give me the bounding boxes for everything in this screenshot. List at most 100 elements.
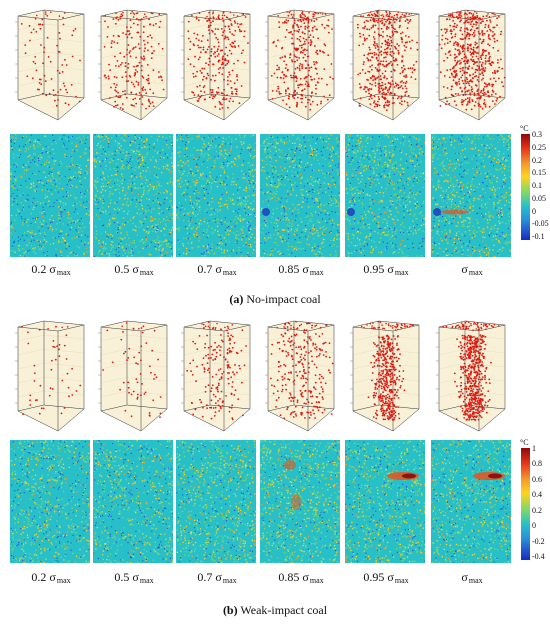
stress-subscript: max: [56, 268, 71, 277]
ae-event-cube: [433, 4, 513, 122]
ae-event-cube: [178, 315, 258, 433]
colorbar-tick-label: 0.3: [532, 130, 542, 139]
ae-events: [356, 10, 419, 111]
ae-events: [20, 11, 81, 107]
colorbar-tick-label: 0.1: [532, 181, 542, 190]
stress-subscript: max: [222, 268, 237, 277]
colorbar-strip-b: [521, 448, 530, 560]
ae-event-cube: [262, 4, 342, 122]
colorbar-tick-label: -0.2: [532, 536, 545, 546]
stress-subscript: max: [309, 268, 324, 277]
thermal-image: [260, 134, 340, 257]
stress-coef: 0.85 σ: [278, 570, 309, 584]
ae-events: [187, 11, 249, 110]
stress-coef: σ: [461, 262, 468, 276]
colorbar-tick-label: 0.05: [532, 193, 546, 203]
colorbar-tick-label: 0.8: [532, 459, 542, 469]
colorbar-strip-a: [521, 134, 530, 240]
ae-event-cube: [12, 315, 92, 433]
thermal-image: [93, 134, 173, 257]
colorbar-tick-label: -0.1: [532, 232, 545, 241]
ae-event-cube: [178, 4, 258, 122]
thermal-image: [10, 134, 90, 257]
stress-subscript: max: [468, 576, 483, 585]
stress-coef: 0.5 σ: [114, 570, 139, 584]
stress-coef: 0.5 σ: [114, 262, 139, 276]
ae-event-cube: [95, 315, 175, 433]
colorbar-tick-label: 0.2: [532, 505, 542, 515]
colorbar-tick-label: 0.6: [532, 474, 542, 484]
caption-letter-a: (a): [229, 292, 244, 306]
colorbar-tick-label: -0.05: [532, 219, 549, 229]
stress-level-label: 0.85 σmax: [258, 570, 344, 585]
ae-event-cube: [347, 315, 427, 433]
ae-events: [21, 325, 82, 416]
stress-level-label: σmax: [429, 570, 515, 585]
stress-level-label: σmax: [429, 262, 515, 277]
stress-level-label: 0.85 σmax: [258, 262, 344, 277]
thermal-image: [431, 134, 511, 257]
colorbar-tick-label: 0: [532, 206, 536, 216]
ae-events: [360, 320, 414, 421]
thermal-image: [345, 440, 425, 563]
stress-subscript: max: [394, 268, 409, 277]
ae-event-cube: [262, 315, 342, 433]
caption-a: (a) No-impact coal: [0, 292, 550, 307]
stress-subscript: max: [139, 268, 154, 277]
stress-level-label: 0.7 σmax: [174, 570, 260, 585]
ae-events: [186, 321, 247, 421]
stress-coef: σ: [461, 570, 468, 584]
colorbar-b: °C 1 0.8 0.6 0.4 0.2 0 -0.2 -0.4: [520, 438, 550, 562]
colorbar-tick-label: 0: [532, 521, 536, 531]
stress-coef: 0.7 σ: [197, 570, 222, 584]
colorbar-tick-label: 0.4: [532, 490, 542, 500]
stress-coef: 0.85 σ: [278, 262, 309, 276]
stress-subscript: max: [394, 576, 409, 585]
stress-level-label: 0.5 σmax: [91, 262, 177, 277]
ae-event-cube: [433, 315, 513, 433]
stress-level-label: 0.95 σmax: [343, 570, 429, 585]
thermal-image: [176, 134, 256, 257]
caption-letter-b: (b): [222, 603, 238, 617]
stress-subscript: max: [139, 576, 154, 585]
colorbar-tick-label: 0.15: [532, 168, 546, 178]
stress-level-label: 0.5 σmax: [91, 570, 177, 585]
colorbar-tick-label: -0.4: [532, 552, 545, 561]
colorbar-unit-a: °C: [520, 124, 529, 133]
stress-level-label: 0.2 σmax: [8, 262, 94, 277]
ae-events: [270, 320, 334, 420]
colorbar-a: °C 0.3 0.25 0.2 0.15 0.1 0.05 0 -0.05 -0.1: [520, 124, 550, 242]
stress-coef: 0.95 σ: [363, 570, 394, 584]
colorbar-tick-label: 1: [532, 444, 536, 453]
stress-subscript: max: [468, 268, 483, 277]
stress-level-label: 0.7 σmax: [174, 262, 260, 277]
stress-subscript: max: [309, 576, 324, 585]
thermal-image: [345, 134, 425, 257]
stress-subscript: max: [222, 576, 237, 585]
caption-text-a: No-impact coal: [246, 292, 321, 306]
stress-coef: 0.7 σ: [197, 262, 222, 276]
stress-coef: 0.95 σ: [363, 262, 394, 276]
ae-event-cube: [95, 4, 175, 122]
colorbar-unit-b: °C: [520, 438, 529, 447]
colorbar-tick-label: 0.25: [532, 142, 546, 152]
caption-text-b: Weak-impact coal: [240, 603, 328, 617]
stress-coef: 0.2 σ: [31, 262, 56, 276]
stress-coef: 0.2 σ: [31, 570, 56, 584]
stress-subscript: max: [56, 576, 71, 585]
colorbar-tick-label: 0.2: [532, 155, 542, 165]
stress-level-label: 0.95 σmax: [343, 262, 429, 277]
ae-events: [442, 320, 500, 421]
ae-events: [103, 10, 165, 111]
ae-events: [102, 322, 162, 418]
ae-events: [270, 10, 334, 111]
caption-b: (b) Weak-impact coal: [0, 603, 550, 618]
ae-events: [438, 9, 506, 111]
thermal-image: [260, 440, 340, 563]
stress-level-label: 0.2 σmax: [8, 570, 94, 585]
thermal-image: [431, 440, 511, 563]
thermal-image: [176, 440, 256, 563]
ae-event-cube: [12, 4, 92, 122]
ae-event-cube: [347, 4, 427, 122]
thermal-image: [93, 440, 173, 563]
